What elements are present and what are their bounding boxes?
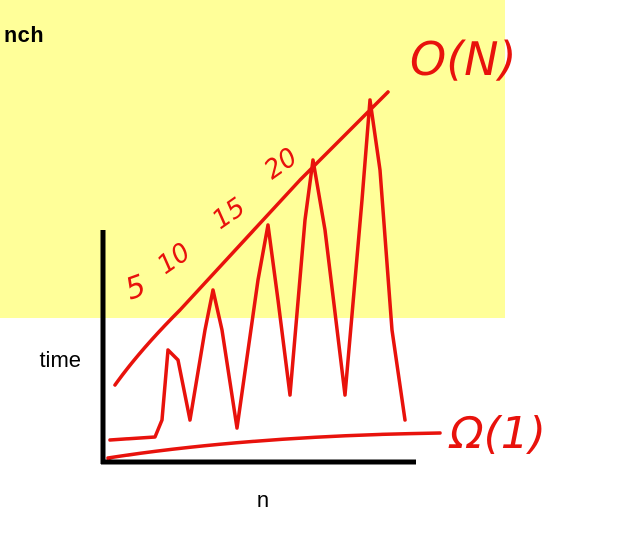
lower-bound-label: Ω(1) bbox=[448, 408, 546, 459]
y-axis-label: time bbox=[39, 347, 81, 372]
slide: nch time n O(N) Ω(1) 5 10 15 20 bbox=[0, 0, 628, 537]
upper-bound-label: O(N) bbox=[410, 32, 517, 86]
partial-text: nch bbox=[4, 24, 44, 49]
lower-line bbox=[108, 433, 440, 458]
x-axis-label: n bbox=[257, 487, 269, 512]
